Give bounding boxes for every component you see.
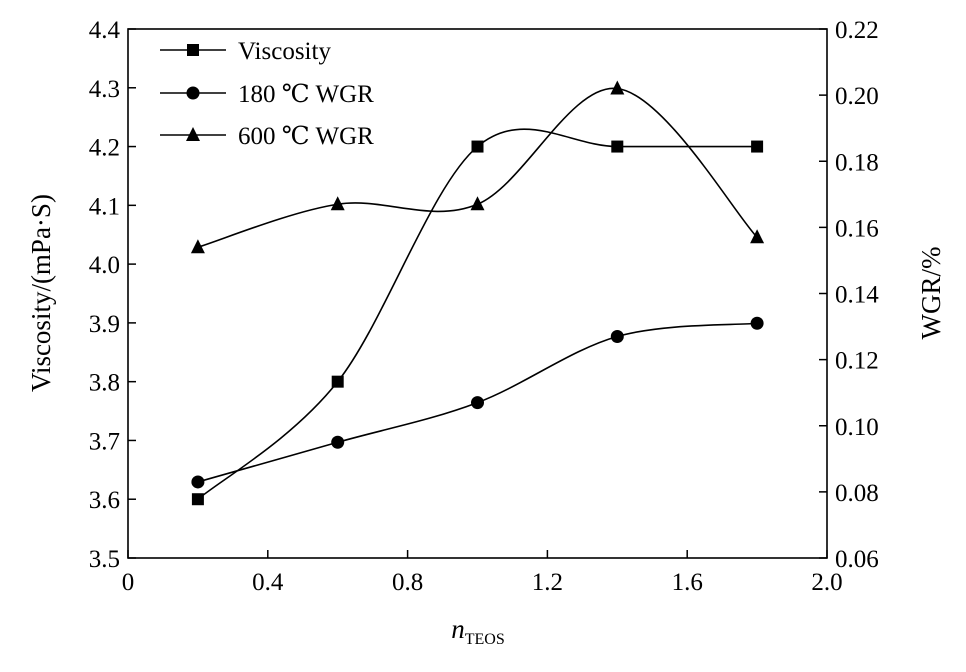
data-point-triangle (190, 239, 205, 254)
data-point-circle (610, 329, 624, 343)
y2-axis-title: WGR/% (916, 247, 946, 340)
y-tick-label: 3.7 (89, 428, 120, 455)
data-point-square (611, 140, 624, 153)
legend-label-600-wgr: 600 ℃ WGR (238, 123, 374, 150)
y2-tick-label: 0.08 (835, 480, 879, 507)
data-point-square (331, 375, 344, 388)
y2-tick-label: 0.18 (835, 149, 879, 176)
y-tick-label: 4.1 (89, 193, 120, 220)
data-point-square (751, 140, 764, 153)
data-point-circle (191, 475, 205, 489)
series-line-viscosity (197, 128, 758, 500)
x-tick-label: 0 (122, 569, 135, 596)
data-point-triangle (470, 196, 485, 211)
y2-tick-label: 0.10 (835, 414, 879, 441)
y2-tick-label: 0.20 (835, 83, 879, 110)
x-tick-label: 0.4 (252, 569, 284, 596)
data-point-circle (331, 435, 345, 449)
y-tick-label: 4.3 (89, 76, 120, 103)
series-line-600-wgr (197, 87, 758, 248)
series-layer (190, 80, 765, 506)
y-tick-label: 4.0 (89, 252, 120, 279)
plot-frame (127, 28, 828, 559)
series-viscosity (191, 128, 764, 506)
y-tick-label: 3.6 (89, 487, 120, 514)
x-tick-label: 0.8 (392, 569, 423, 596)
y2-tick-label: 0.06 (835, 546, 879, 573)
x-axis-title: nTEOS (451, 614, 505, 648)
x-axis-title-main: n (451, 614, 465, 644)
data-point-triangle (750, 229, 765, 244)
x-axis-title-sub: TEOS (465, 631, 505, 648)
y-tick-label: 3.9 (89, 311, 120, 338)
data-point-square (191, 493, 204, 506)
y2-tick-label: 0.12 (835, 348, 879, 375)
y2-tick-label: 0.22 (835, 17, 879, 44)
legend-label-180-wgr: 180 ℃ WGR (238, 81, 374, 108)
data-point-circle (750, 316, 764, 330)
legend-marker-circle (186, 86, 200, 100)
y-tick-label: 3.8 (89, 370, 120, 397)
x-tick-label: 2.0 (811, 569, 842, 596)
series-180-wgr (191, 316, 764, 489)
data-point-circle (471, 396, 484, 410)
x-tick-label: 1.2 (532, 569, 563, 596)
series-600-wgr (190, 80, 765, 254)
y2-tick-label: 0.16 (835, 215, 879, 242)
y-axis-title: Viscosity/(mPa·S) (26, 194, 56, 392)
legend-marker-square (187, 44, 199, 56)
y2-tick-label: 0.14 (835, 282, 879, 309)
legend: Viscosity 180 ℃ WGR 600 ℃ WGR (160, 38, 374, 150)
legend-marker-triangle (186, 127, 200, 141)
data-point-square (471, 140, 484, 153)
data-point-triangle (610, 80, 625, 95)
data-point-triangle (330, 196, 345, 211)
legend-label-viscosity: Viscosity (238, 38, 331, 65)
x-tick-label: 1.6 (672, 569, 703, 596)
ticks-layer: 0 0.4 0.8 1.2 1.6 2.0 3.5 3.6 3.7 3.8 3.9 4.0 4.1 4.2… (89, 17, 880, 596)
y-tick-label: 3.5 (89, 546, 120, 573)
y-tick-label: 4.4 (89, 17, 121, 44)
y-tick-label: 4.2 (89, 135, 120, 162)
